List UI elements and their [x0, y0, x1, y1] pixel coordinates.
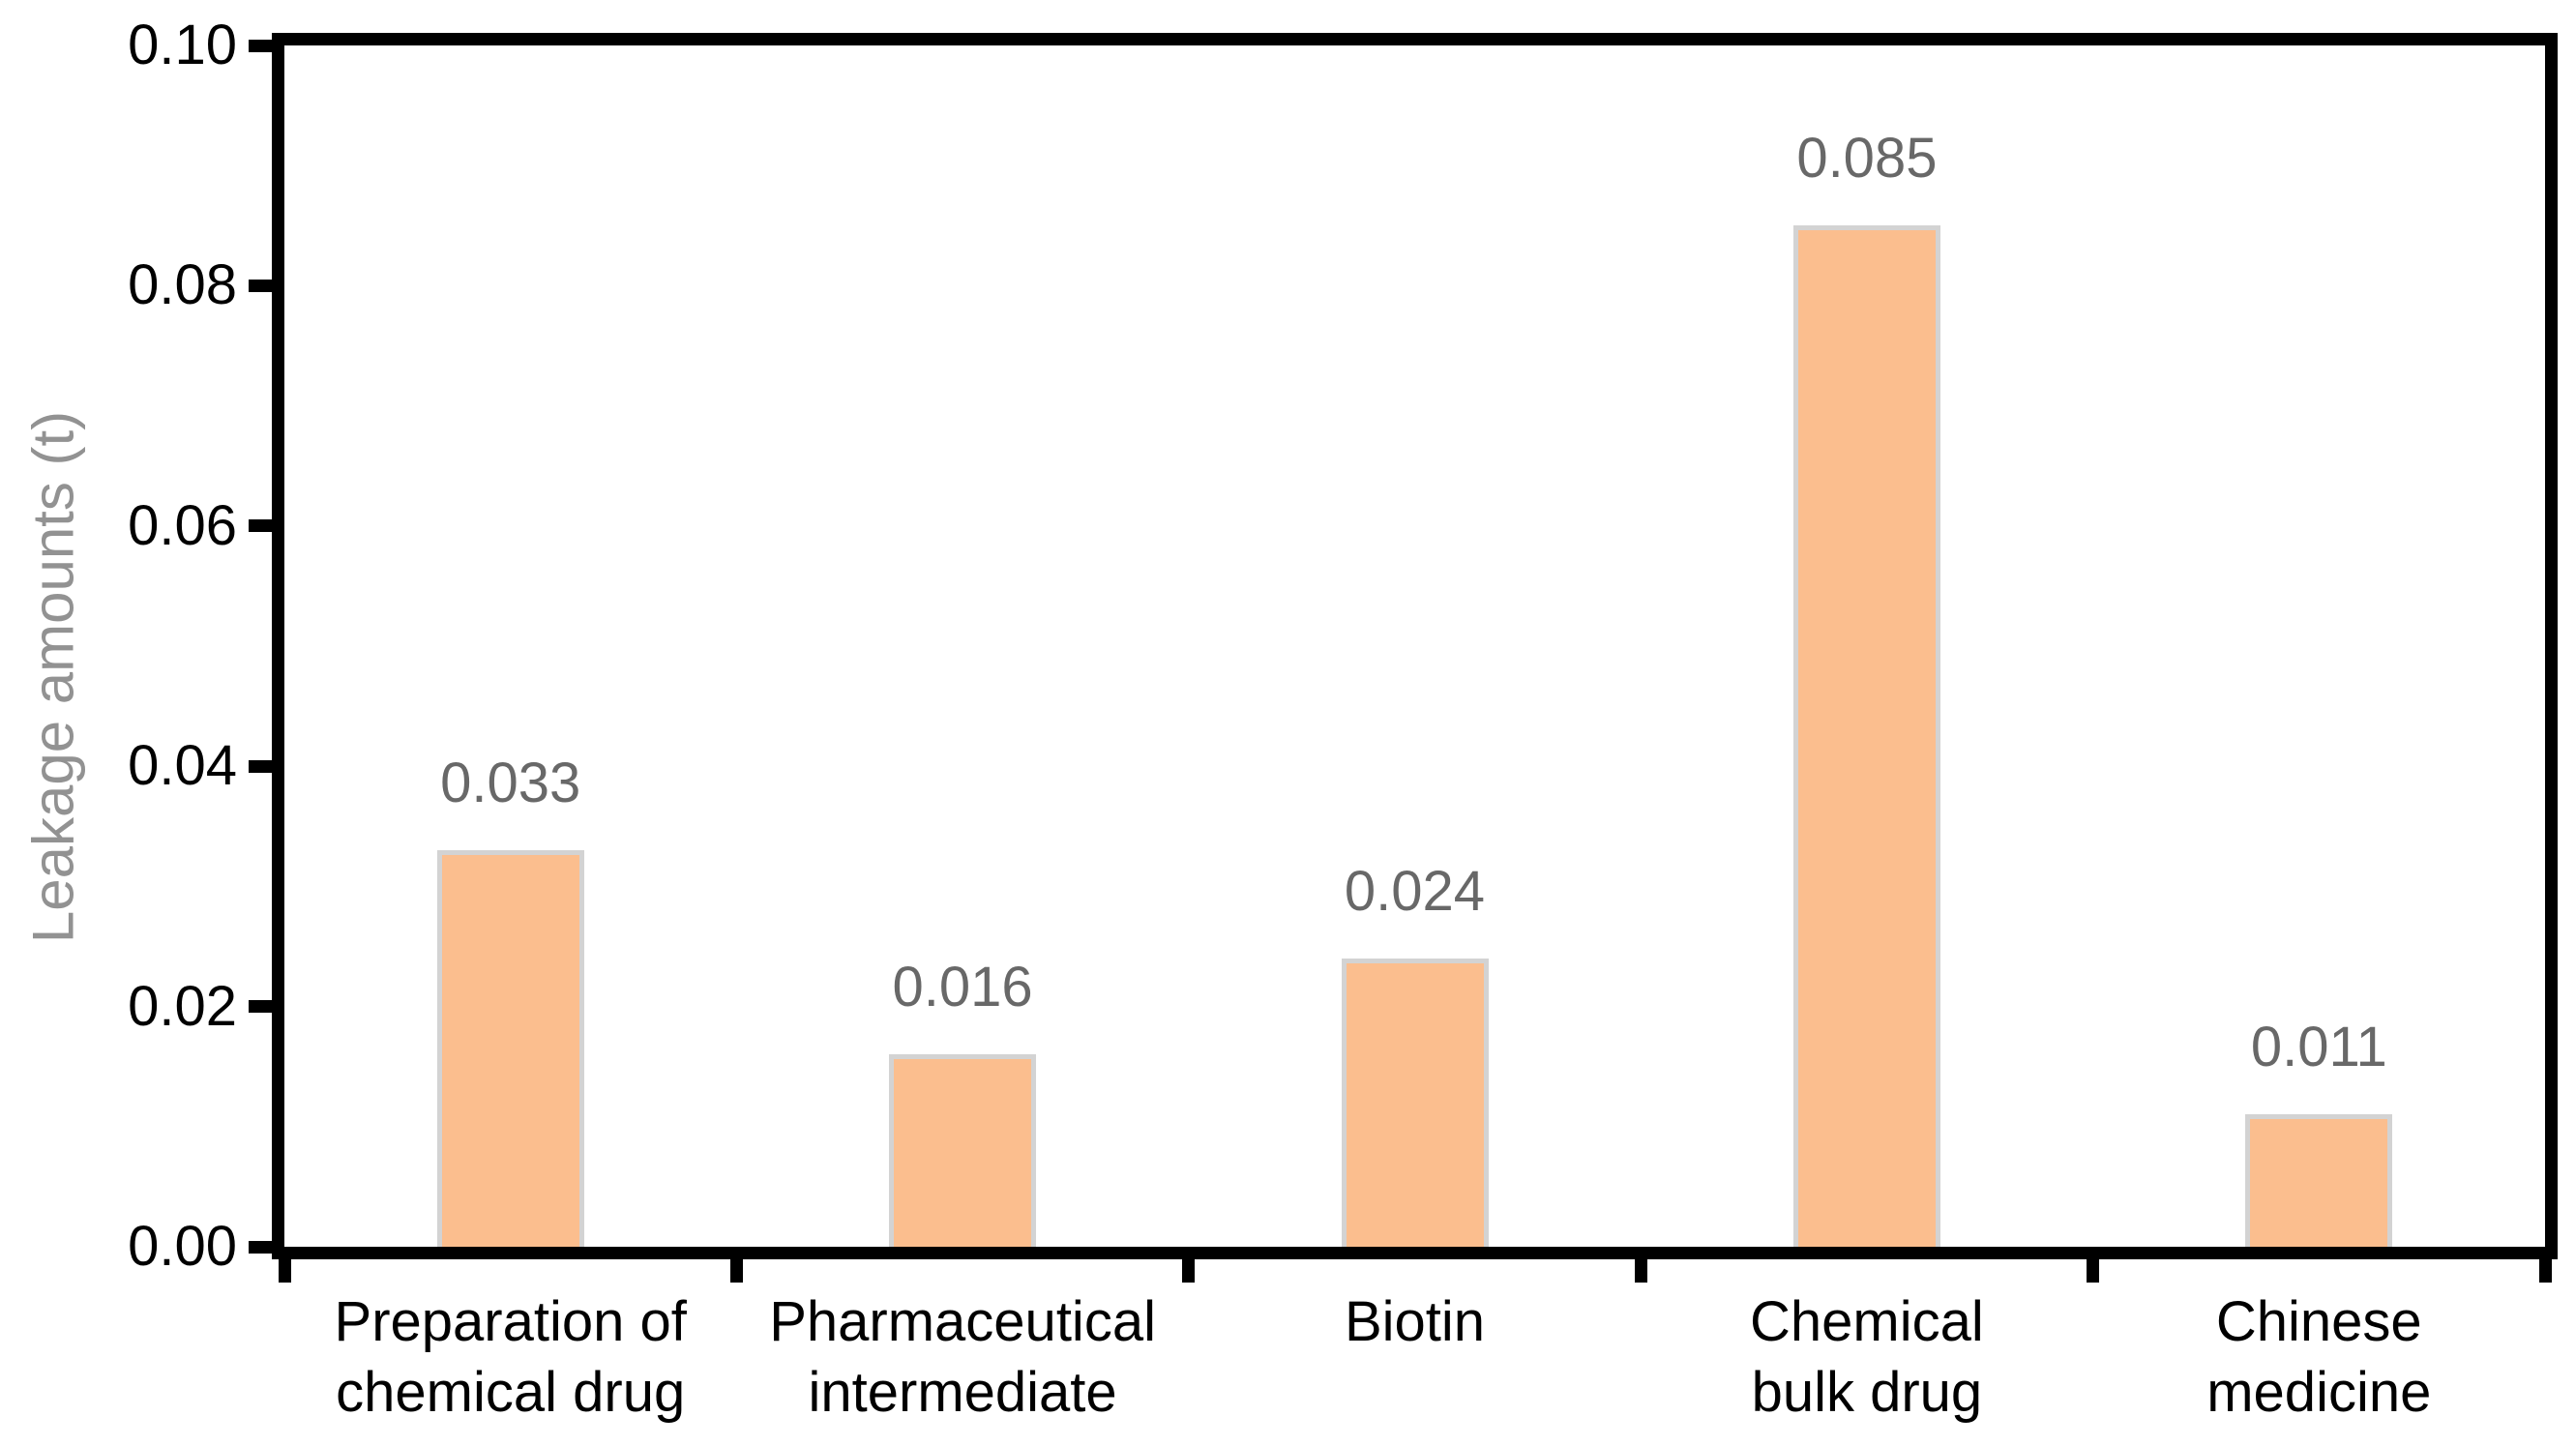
x-axis-tick	[2087, 1259, 2100, 1283]
x-category-label: Biotin	[1344, 1290, 1486, 1353]
y-axis-tick	[249, 519, 272, 533]
bar-value-label: 0.085	[1796, 127, 1938, 191]
y-axis-tick-label: 0.08	[128, 253, 237, 317]
x-category-label: Chinese medicine	[2206, 1290, 2432, 1424]
y-axis-tick-label: 0.00	[128, 1215, 237, 1278]
bar-value-label: 0.011	[2250, 1016, 2387, 1079]
y-axis-tick	[249, 1240, 272, 1254]
x-category-label: Pharmaceutical intermediate	[769, 1290, 1156, 1424]
x-category-label: Chemical bulk drug	[1750, 1290, 1984, 1424]
y-axis-tick-label: 0.04	[128, 734, 237, 798]
y-axis-tick-label: 0.10	[128, 14, 237, 76]
x-axis-tick	[278, 1259, 291, 1283]
y-axis-tick	[249, 759, 272, 773]
bar	[1341, 958, 1489, 1247]
x-axis-tick	[729, 1259, 743, 1283]
y-axis-tick-label: 0.06	[128, 493, 237, 557]
bar-value-label: 0.024	[1344, 859, 1486, 923]
x-axis-tick	[2538, 1259, 2552, 1283]
x-axis-tick	[1634, 1259, 1647, 1283]
bar-value-label: 0.033	[440, 752, 581, 815]
y-axis-tick	[249, 1000, 272, 1014]
bar	[889, 1054, 1037, 1247]
x-axis-tick	[1182, 1259, 1196, 1283]
bar	[1792, 225, 1940, 1247]
bar-value-label: 0.016	[892, 956, 1033, 1019]
bar	[2245, 1114, 2393, 1247]
bar	[436, 850, 584, 1247]
x-category-label: Preparation of chemical drug	[334, 1290, 687, 1424]
y-axis-tick	[249, 39, 272, 52]
y-axis-tick	[249, 279, 272, 292]
y-axis-tick-label: 0.02	[128, 974, 237, 1038]
